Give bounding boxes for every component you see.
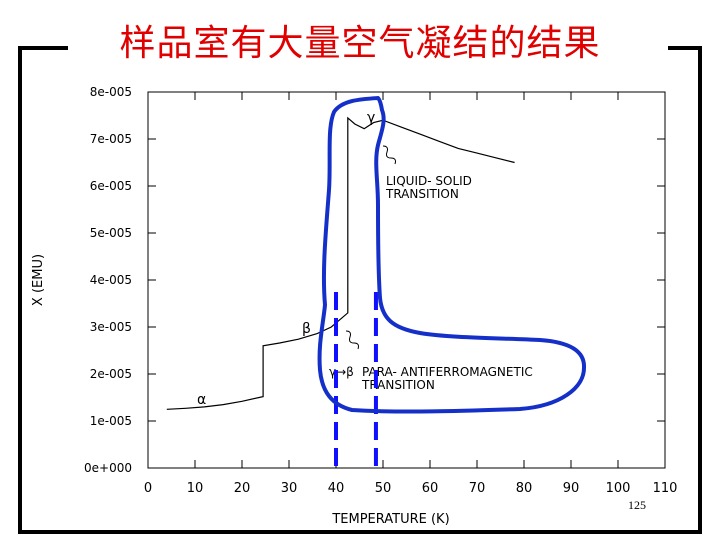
annotation-gamma-beta: γ→β (329, 365, 354, 379)
axis-ticks (147, 91, 666, 469)
x-tick-label-30: 30 (281, 481, 298, 496)
hand-drawn-outline (317, 96, 586, 414)
series-line (166, 116, 515, 410)
annotation-liquid-solid-1: LIQUID- SOLID (386, 174, 472, 188)
x-tick-label-100: 100 (606, 481, 631, 496)
y-tick-label-8: 8e-005 (90, 85, 132, 99)
squiggle-para-anti (345, 330, 359, 350)
axis-tick-labels: 0 10 20 30 40 50 60 70 80 90 100 110 0e+000 1e-005 2e-… (84, 85, 677, 496)
y-tick-label-4: 4e-005 (90, 273, 132, 287)
x-tick-label-20: 20 (234, 481, 251, 496)
frame-left (18, 46, 702, 534)
y-tick-label-0: 0e+000 (84, 461, 132, 475)
annotation-liquid-solid-2: TRANSITION (385, 187, 459, 201)
annotation-para-anti-1: PARA- ANTIFERROMAGNETIC (362, 365, 533, 379)
x-tick-label-0: 0 (144, 481, 152, 496)
x-tick-label-70: 70 (469, 481, 486, 496)
slide-number: 125 (628, 498, 646, 512)
y-tick-label-5: 5e-005 (90, 226, 132, 240)
annotation-alpha: α (197, 392, 206, 408)
annotation-beta: β (302, 321, 311, 337)
x-tick-label-90: 90 (563, 481, 580, 496)
x-tick-label-50: 50 (375, 481, 392, 496)
x-tick-label-10: 10 (187, 481, 204, 496)
x-tick-label-80: 80 (516, 481, 533, 496)
y-tick-label-6: 6e-005 (90, 179, 132, 193)
x-tick-label-60: 60 (422, 481, 439, 496)
y-tick-label-1: 1e-005 (90, 414, 132, 428)
y-tick-label-3: 3e-005 (90, 320, 132, 334)
y-tick-label-2: 2e-005 (90, 367, 132, 381)
squiggle-liquid-solid (382, 145, 396, 165)
y-axis-label: X (EMU) (31, 254, 46, 306)
annotation-gamma: γ (367, 110, 375, 126)
y-tick-label-7: 7e-005 (90, 132, 132, 146)
x-axis-label: TEMPERATURE (K) (331, 512, 449, 527)
annotation-para-anti-2: TRANSITION (361, 378, 435, 392)
x-tick-label-40: 40 (328, 481, 345, 496)
x-tick-label-110: 110 (653, 481, 678, 496)
slide-title: 样品室有大量空气凝结的结果 (119, 23, 601, 64)
